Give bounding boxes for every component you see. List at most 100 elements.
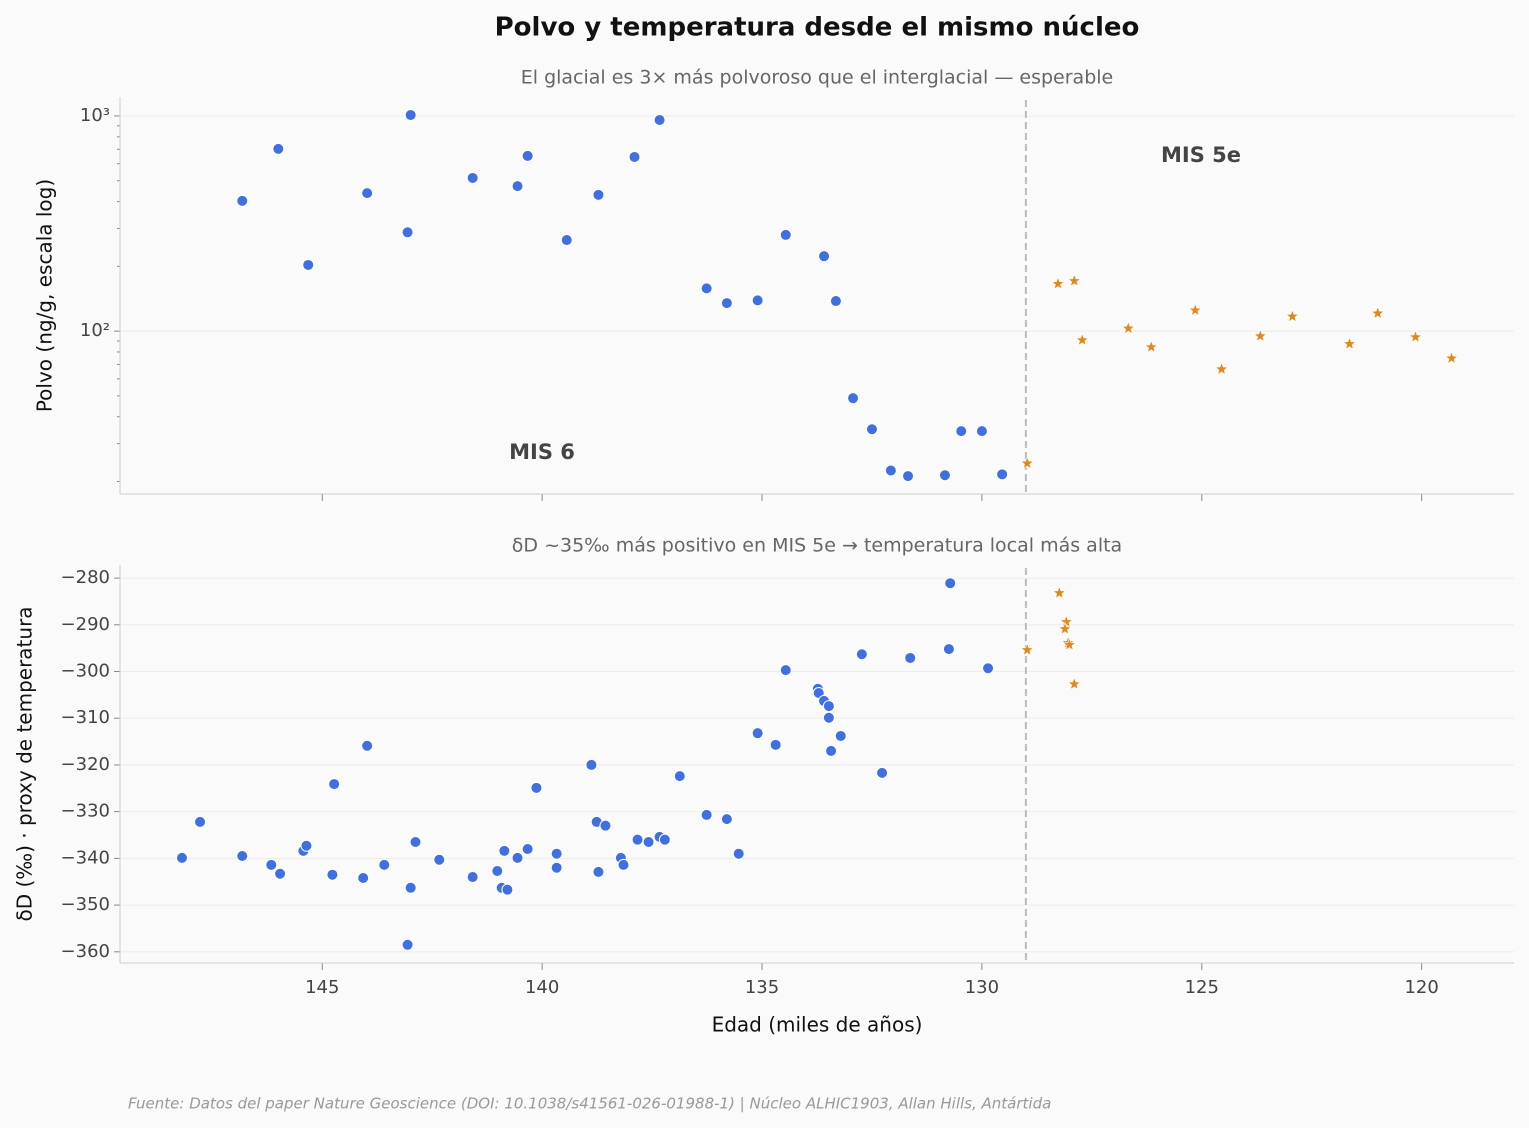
point <box>511 180 524 193</box>
point <box>720 297 733 310</box>
point <box>501 883 514 896</box>
point <box>409 836 422 849</box>
y-tick-label: −320 <box>61 754 110 775</box>
x-tick-label: 120 <box>1404 977 1438 998</box>
point <box>751 727 764 740</box>
x-tick-label: 130 <box>965 977 999 998</box>
point <box>829 295 842 308</box>
point <box>1052 585 1067 599</box>
point <box>560 234 573 247</box>
point <box>769 738 782 751</box>
point <box>1067 273 1082 288</box>
point <box>361 739 374 752</box>
point <box>328 778 341 791</box>
point <box>521 843 534 856</box>
point <box>751 294 764 307</box>
point <box>955 425 968 438</box>
point <box>884 464 897 477</box>
point <box>982 662 995 675</box>
point <box>876 766 889 779</box>
point <box>404 109 417 122</box>
point <box>653 113 666 126</box>
point <box>700 282 713 295</box>
x-tick-label: 135 <box>745 977 779 998</box>
point <box>822 700 835 713</box>
point <box>302 258 315 271</box>
y-tick-label: −300 <box>61 661 110 682</box>
y-tick-label: −280 <box>61 567 110 588</box>
point <box>673 770 686 783</box>
point <box>942 643 955 656</box>
point <box>274 867 287 880</box>
point <box>732 847 745 860</box>
y-axis-label: Polvo (ng/g, escala log) <box>33 179 57 412</box>
point <box>902 470 915 483</box>
point <box>1062 637 1077 651</box>
point <box>1370 305 1385 320</box>
y-tick-label: −340 <box>61 847 110 868</box>
y-tick-label: 10² <box>80 320 110 341</box>
point <box>1020 455 1035 470</box>
subtitle: δD ~35‰ más positivo en MIS 5e → tempera… <box>512 535 1122 557</box>
point <box>1057 621 1073 636</box>
point <box>592 188 605 201</box>
point <box>498 844 511 857</box>
point <box>1020 642 1035 657</box>
y-axis-label: δD (‰) · proxy de temperatura <box>13 606 37 921</box>
point <box>642 836 655 849</box>
point <box>855 648 868 661</box>
point <box>592 865 605 878</box>
point <box>361 187 374 200</box>
point <box>300 839 313 852</box>
point <box>1342 336 1357 350</box>
point <box>236 194 249 207</box>
point <box>865 423 878 436</box>
annotation: MIS 6 <box>509 440 575 464</box>
point <box>822 711 835 724</box>
y-tick-label: −350 <box>61 894 110 915</box>
point <box>1285 309 1300 323</box>
x-tick-label: 125 <box>1185 977 1219 998</box>
point <box>720 813 733 826</box>
point <box>550 847 563 860</box>
point <box>700 808 713 821</box>
point <box>194 815 207 828</box>
y-tick-label: −360 <box>61 941 110 962</box>
y-tick-label: −330 <box>61 801 110 822</box>
point <box>834 729 847 742</box>
point <box>511 851 524 864</box>
point <box>628 150 641 163</box>
point <box>272 142 285 155</box>
point <box>466 171 479 184</box>
point <box>236 850 249 863</box>
point <box>357 871 370 884</box>
subtitle: El glacial es 3× más polvoroso que el in… <box>521 67 1113 89</box>
point <box>521 149 534 162</box>
point <box>530 781 543 794</box>
point <box>466 871 479 884</box>
point <box>1444 350 1459 365</box>
point <box>658 833 671 846</box>
point <box>401 226 414 239</box>
point <box>779 664 792 677</box>
point <box>1067 676 1082 691</box>
point <box>1214 361 1229 376</box>
point <box>944 577 957 590</box>
point <box>326 868 339 881</box>
point <box>401 938 414 951</box>
point <box>1144 339 1159 353</box>
point <box>825 744 838 757</box>
y-tick-label: −290 <box>61 614 110 635</box>
point <box>847 392 860 405</box>
point <box>1121 321 1136 335</box>
x-tick-label: 140 <box>525 977 559 998</box>
point <box>975 425 988 438</box>
point <box>779 228 792 241</box>
point <box>599 819 612 832</box>
y-tick-label: −310 <box>61 707 110 728</box>
point <box>491 864 504 877</box>
title: Polvo y temperatura desde el mismo núcle… <box>495 13 1140 43</box>
point <box>378 858 391 871</box>
